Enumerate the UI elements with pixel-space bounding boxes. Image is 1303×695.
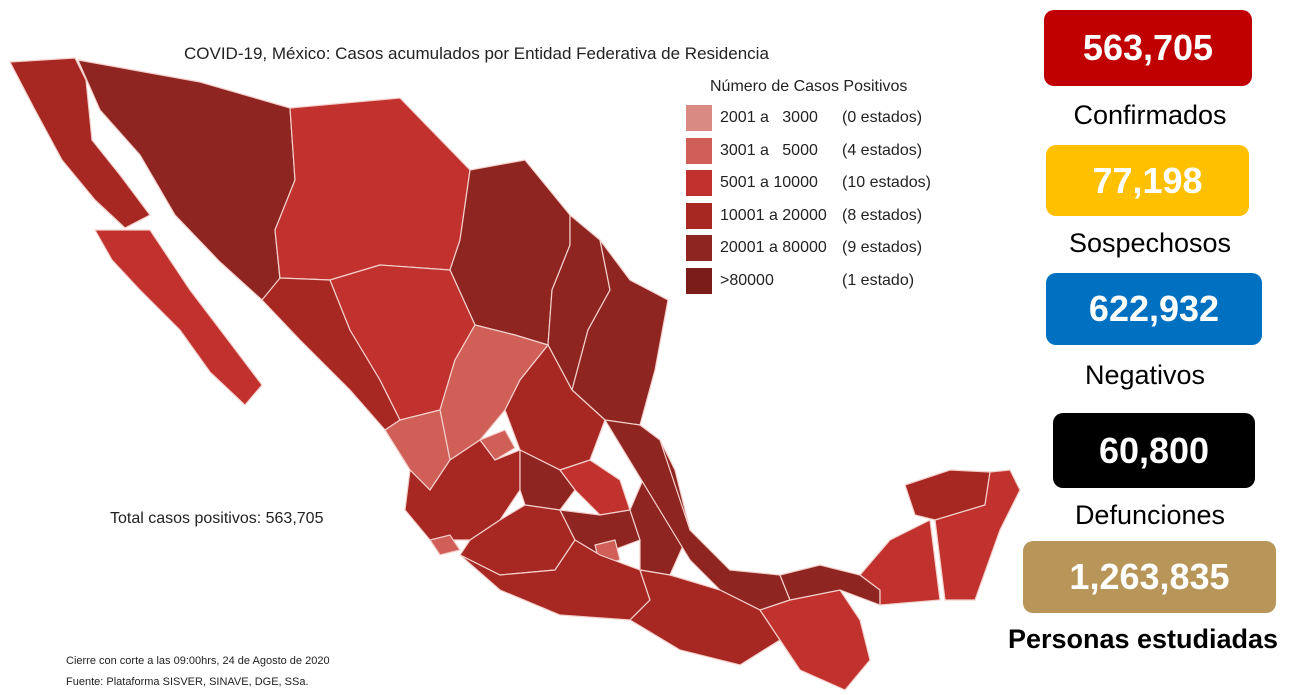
legend-range: 20001 a 80000 [720,239,827,257]
confirmed-value-box: 563,705 [1044,10,1252,86]
state-chihuahua [274,97,471,281]
confirmed-value: 563,705 [1082,27,1214,68]
state-colima [429,534,461,556]
legend-count: (4 estados) [842,141,923,159]
negative-label: Negativos [1084,360,1206,390]
legend-swatch [686,235,712,262]
studied-label: Personas estudiadas [1007,624,1279,654]
legend-range: 3001 a 5000 [720,141,818,159]
legend-range: 5001 a 10000 [720,174,818,192]
deaths-value: 60,800 [1098,429,1210,471]
legend-item: 20001 a 80000 (9 estados) [686,232,931,265]
cutoff-note: Cierre con corte a las 09:00hrs, 24 de A… [66,655,330,667]
legend-swatch [686,105,712,132]
legend-swatch [686,170,712,197]
legend-range: 10001 a 20000 [720,206,827,224]
legend-swatch [686,267,712,294]
map-legend: Número de Casos Positivos 2001 a 3000 (0… [686,78,931,297]
studied-value-box: 1,263,835 [1023,541,1276,613]
legend-item: 2001 a 3000 (0 estados) [686,102,931,135]
legend-count: (9 estados) [842,239,923,257]
legend-swatch [686,137,712,164]
legend-count: (10 estados) [842,174,931,192]
legend-swatch [686,202,712,229]
legend-title: Número de Casos Positivos [710,78,908,95]
negative-value: 622,932 [1088,288,1220,329]
legend-count: (0 estados) [842,109,923,127]
legend-item: 5001 a 10000 (10 estados) [686,167,931,200]
legend-item: 3001 a 5000 (4 estados) [686,135,931,168]
total-positive-cases: Total casos positivos: 563,705 [110,510,324,527]
deaths-label: Defunciones [1074,500,1226,530]
state-baja-california [9,57,151,229]
state-oaxaca [629,569,781,666]
suspected-value-box: 77,198 [1046,145,1249,216]
legend-count: (8 estados) [842,206,923,224]
suspected-label: Sospechosos [1068,228,1232,258]
state-campeche [859,519,941,606]
map-title: COVID-19, México: Casos acumulados por E… [184,44,769,63]
state-quintana-roo [934,469,1021,601]
negative-value-box: 622,932 [1046,273,1262,345]
legend-item: >80000 (1 estado) [686,265,931,298]
suspected-value: 77,198 [1092,159,1203,201]
studied-value: 1,263,835 [1069,556,1230,597]
legend-count: (1 estado) [842,271,915,289]
legend-item: 10001 a 20000 (8 estados) [686,200,931,233]
legend-range: >80000 [720,271,774,289]
confirmed-label: Confirmados [1073,100,1227,130]
legend-range: 2001 a 3000 [720,109,818,127]
source-note: Fuente: Plataforma SISVER, SINAVE, DGE, … [66,676,309,688]
deaths-value-box: 60,800 [1053,413,1255,488]
state-baja-california-sur [93,229,263,406]
